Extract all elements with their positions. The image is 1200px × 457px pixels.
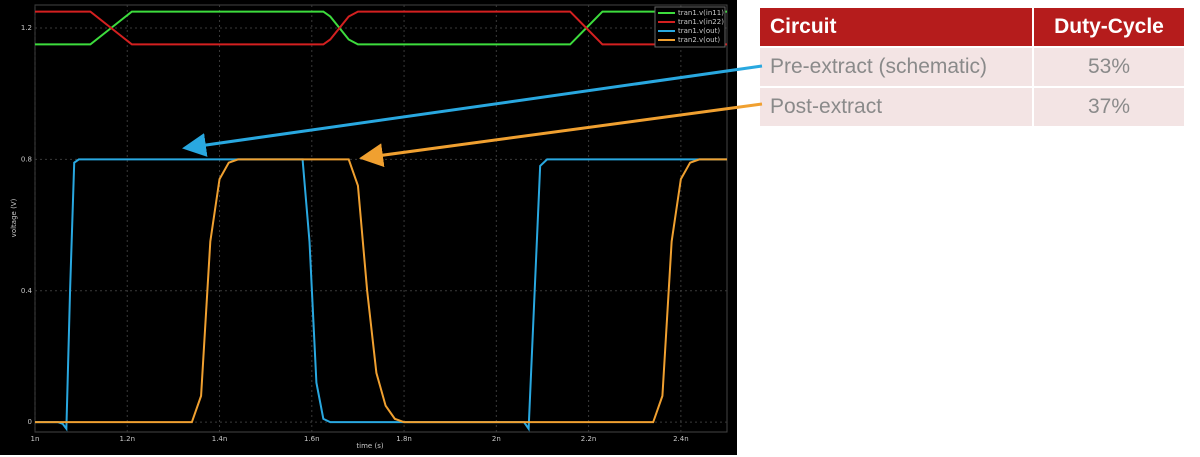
plot-frame	[34, 4, 728, 433]
chart-background	[0, 0, 737, 455]
line-series	[35, 10, 727, 46]
legend-label: tran1.v(in22)	[678, 18, 724, 26]
y-tick-label: 0	[28, 418, 32, 426]
x-tick-label: 1.4n	[212, 435, 228, 443]
table-cell: Pre-extract (schematic)	[760, 46, 1034, 87]
x-tick-label: 1.8n	[396, 435, 412, 443]
y-tick-label: 1.2	[21, 24, 32, 32]
line-series	[35, 158, 727, 424]
table-cell: 37%	[1033, 86, 1184, 126]
table-cell: 53%	[1033, 46, 1184, 87]
legend-label: tran1.v(out)	[678, 27, 720, 35]
x-tick-label: 1n	[31, 435, 40, 443]
chart: time (s) voltage (V) 1n 1.2n 1.4n 1.6n 1.8n 2…	[0, 0, 737, 455]
duty-cycle-table: Circuit Duty-Cycle Pre-extract (schemati…	[760, 8, 1184, 126]
line-series	[35, 10, 727, 46]
table-cell: Post-extract	[760, 86, 1034, 126]
legend-label: tran2.v(out)	[678, 36, 720, 44]
x-tick-label: 1.6n	[304, 435, 320, 443]
x-tick-label: 1.2n	[119, 435, 135, 443]
legend-label: tran1.v(in11)	[678, 9, 724, 17]
x-tick-label: 2.4n	[673, 435, 689, 443]
x-tick-label: 2n	[492, 435, 501, 443]
y-tick-label: 0.4	[21, 287, 33, 295]
x-axis-label: time (s)	[356, 442, 383, 450]
table-row: Pre-extract (schematic) 53%	[760, 46, 1184, 87]
x-tick-label: 2.2n	[581, 435, 597, 443]
y-tick-label: 0.8	[21, 155, 32, 163]
table-header: Circuit Duty-Cycle	[760, 8, 1184, 47]
table-row: Post-extract 37%	[760, 86, 1184, 126]
y-axis-label: voltage (V)	[10, 198, 18, 237]
header-cell: Circuit	[760, 8, 1034, 47]
header-cell: Duty-Cycle	[1033, 8, 1184, 47]
